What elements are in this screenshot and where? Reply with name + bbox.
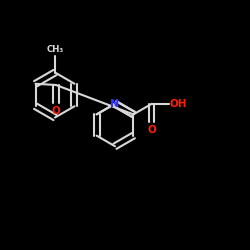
Text: OH: OH — [170, 99, 187, 109]
Text: O: O — [148, 125, 156, 135]
Text: CH₃: CH₃ — [46, 45, 64, 54]
Text: O: O — [52, 106, 60, 117]
Text: N: N — [110, 99, 120, 109]
